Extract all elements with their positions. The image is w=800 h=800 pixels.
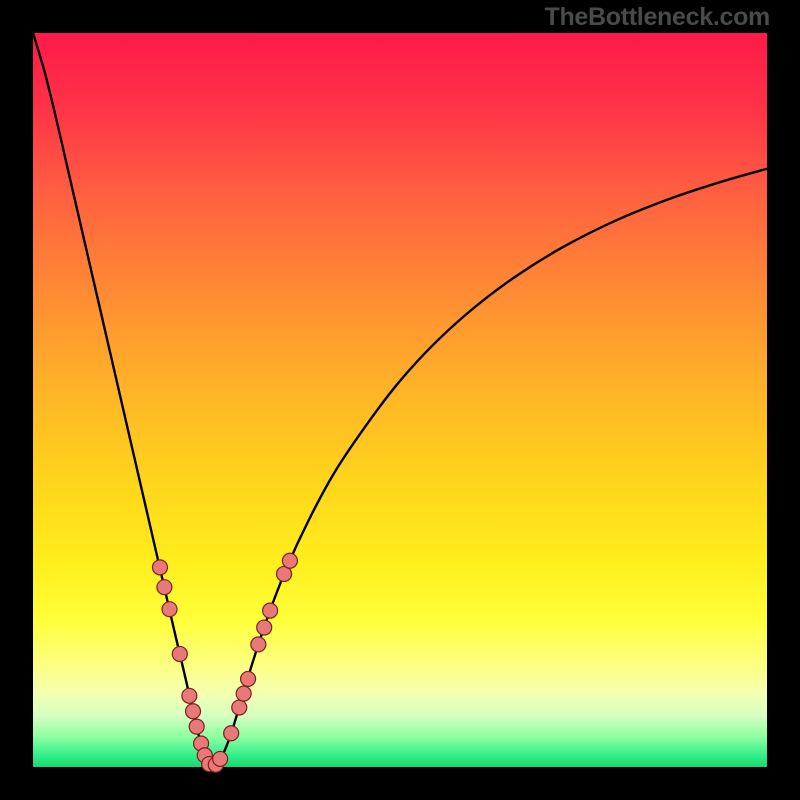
data-marker: [263, 603, 278, 618]
chart-frame: TheBottleneck.com: [0, 0, 800, 800]
chart-overlay: [0, 0, 800, 800]
watermark-text: TheBottleneck.com: [544, 3, 770, 32]
data-marker: [224, 726, 239, 741]
data-marker: [162, 602, 177, 617]
data-marker: [157, 580, 172, 595]
data-marker: [182, 688, 197, 703]
data-marker: [257, 620, 272, 635]
data-marker: [282, 553, 297, 568]
data-marker: [251, 637, 266, 652]
data-marker: [152, 560, 167, 575]
data-marker: [236, 686, 251, 701]
bottleneck-curve: [33, 33, 767, 767]
data-marker: [186, 704, 201, 719]
data-marker: [241, 671, 256, 686]
data-marker: [189, 719, 204, 734]
data-marker: [213, 751, 228, 766]
data-marker: [172, 646, 187, 661]
data-marker: [232, 700, 247, 715]
